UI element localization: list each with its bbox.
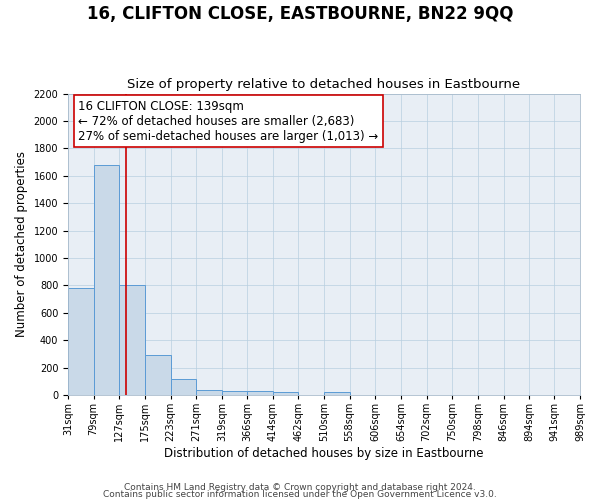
Text: Contains public sector information licensed under the Open Government Licence v3: Contains public sector information licen… [103, 490, 497, 499]
Bar [145, 354, 170, 395]
Bar [196, 390, 222, 395]
Bar [94, 165, 119, 395]
Bar [324, 392, 350, 395]
Text: Contains HM Land Registry data © Crown copyright and database right 2024.: Contains HM Land Registry data © Crown c… [124, 484, 476, 492]
X-axis label: Distribution of detached houses by size in Eastbourne: Distribution of detached houses by size … [164, 447, 484, 460]
Title: Size of property relative to detached houses in Eastbourne: Size of property relative to detached ho… [127, 78, 521, 91]
Bar [170, 380, 196, 395]
Bar [273, 392, 298, 395]
Text: 16 CLIFTON CLOSE: 139sqm
← 72% of detached houses are smaller (2,683)
27% of sem: 16 CLIFTON CLOSE: 139sqm ← 72% of detach… [78, 100, 379, 142]
Text: 16, CLIFTON CLOSE, EASTBOURNE, BN22 9QQ: 16, CLIFTON CLOSE, EASTBOURNE, BN22 9QQ [87, 5, 513, 23]
Bar [68, 288, 94, 395]
Y-axis label: Number of detached properties: Number of detached properties [15, 152, 28, 338]
Bar [247, 392, 273, 395]
Bar [222, 392, 247, 395]
Bar [119, 286, 145, 395]
